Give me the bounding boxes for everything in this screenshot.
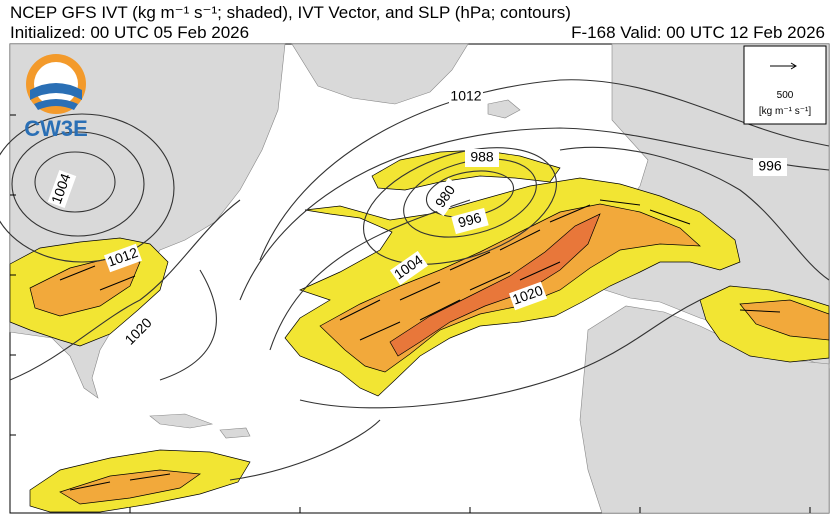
contour-label-group: 996 (451, 207, 489, 235)
contour-label: 996 (758, 158, 782, 174)
contour-label-group: 996 (753, 158, 787, 176)
label-background (753, 158, 787, 176)
label-background (389, 250, 429, 286)
contour-label: 996 (456, 209, 483, 231)
contour-label: 1012 (450, 88, 481, 104)
valid-time: F-168 Valid: 00 UTC 12 Feb 2026 (571, 23, 825, 42)
contour-label-group: 1012 (449, 88, 483, 106)
vector-legend: 500 [kg m⁻¹ s⁻¹] (743, 45, 827, 125)
legend-units: [kg m⁻¹ s⁻¹] (759, 106, 811, 117)
legend-value: 500 (777, 90, 794, 101)
title: NCEP GFS IVT (kg m⁻¹ s⁻¹; shaded), IVT V… (10, 3, 571, 22)
label-background (465, 149, 499, 167)
label-background (449, 88, 483, 106)
label-background (103, 243, 143, 273)
logo-text: CW3E (24, 116, 88, 141)
label-background (120, 313, 158, 351)
contour-label-group: 980 (428, 177, 464, 217)
label-background (428, 177, 464, 217)
initialized-time: Initialized: 00 UTC 05 Feb 2026 (10, 23, 249, 42)
label-background (508, 281, 548, 311)
contour-label-group: 988 (465, 149, 499, 167)
label-background (47, 169, 77, 209)
label-background (451, 207, 489, 235)
contour-label: 988 (470, 149, 494, 165)
logo: CW3E (24, 54, 88, 141)
